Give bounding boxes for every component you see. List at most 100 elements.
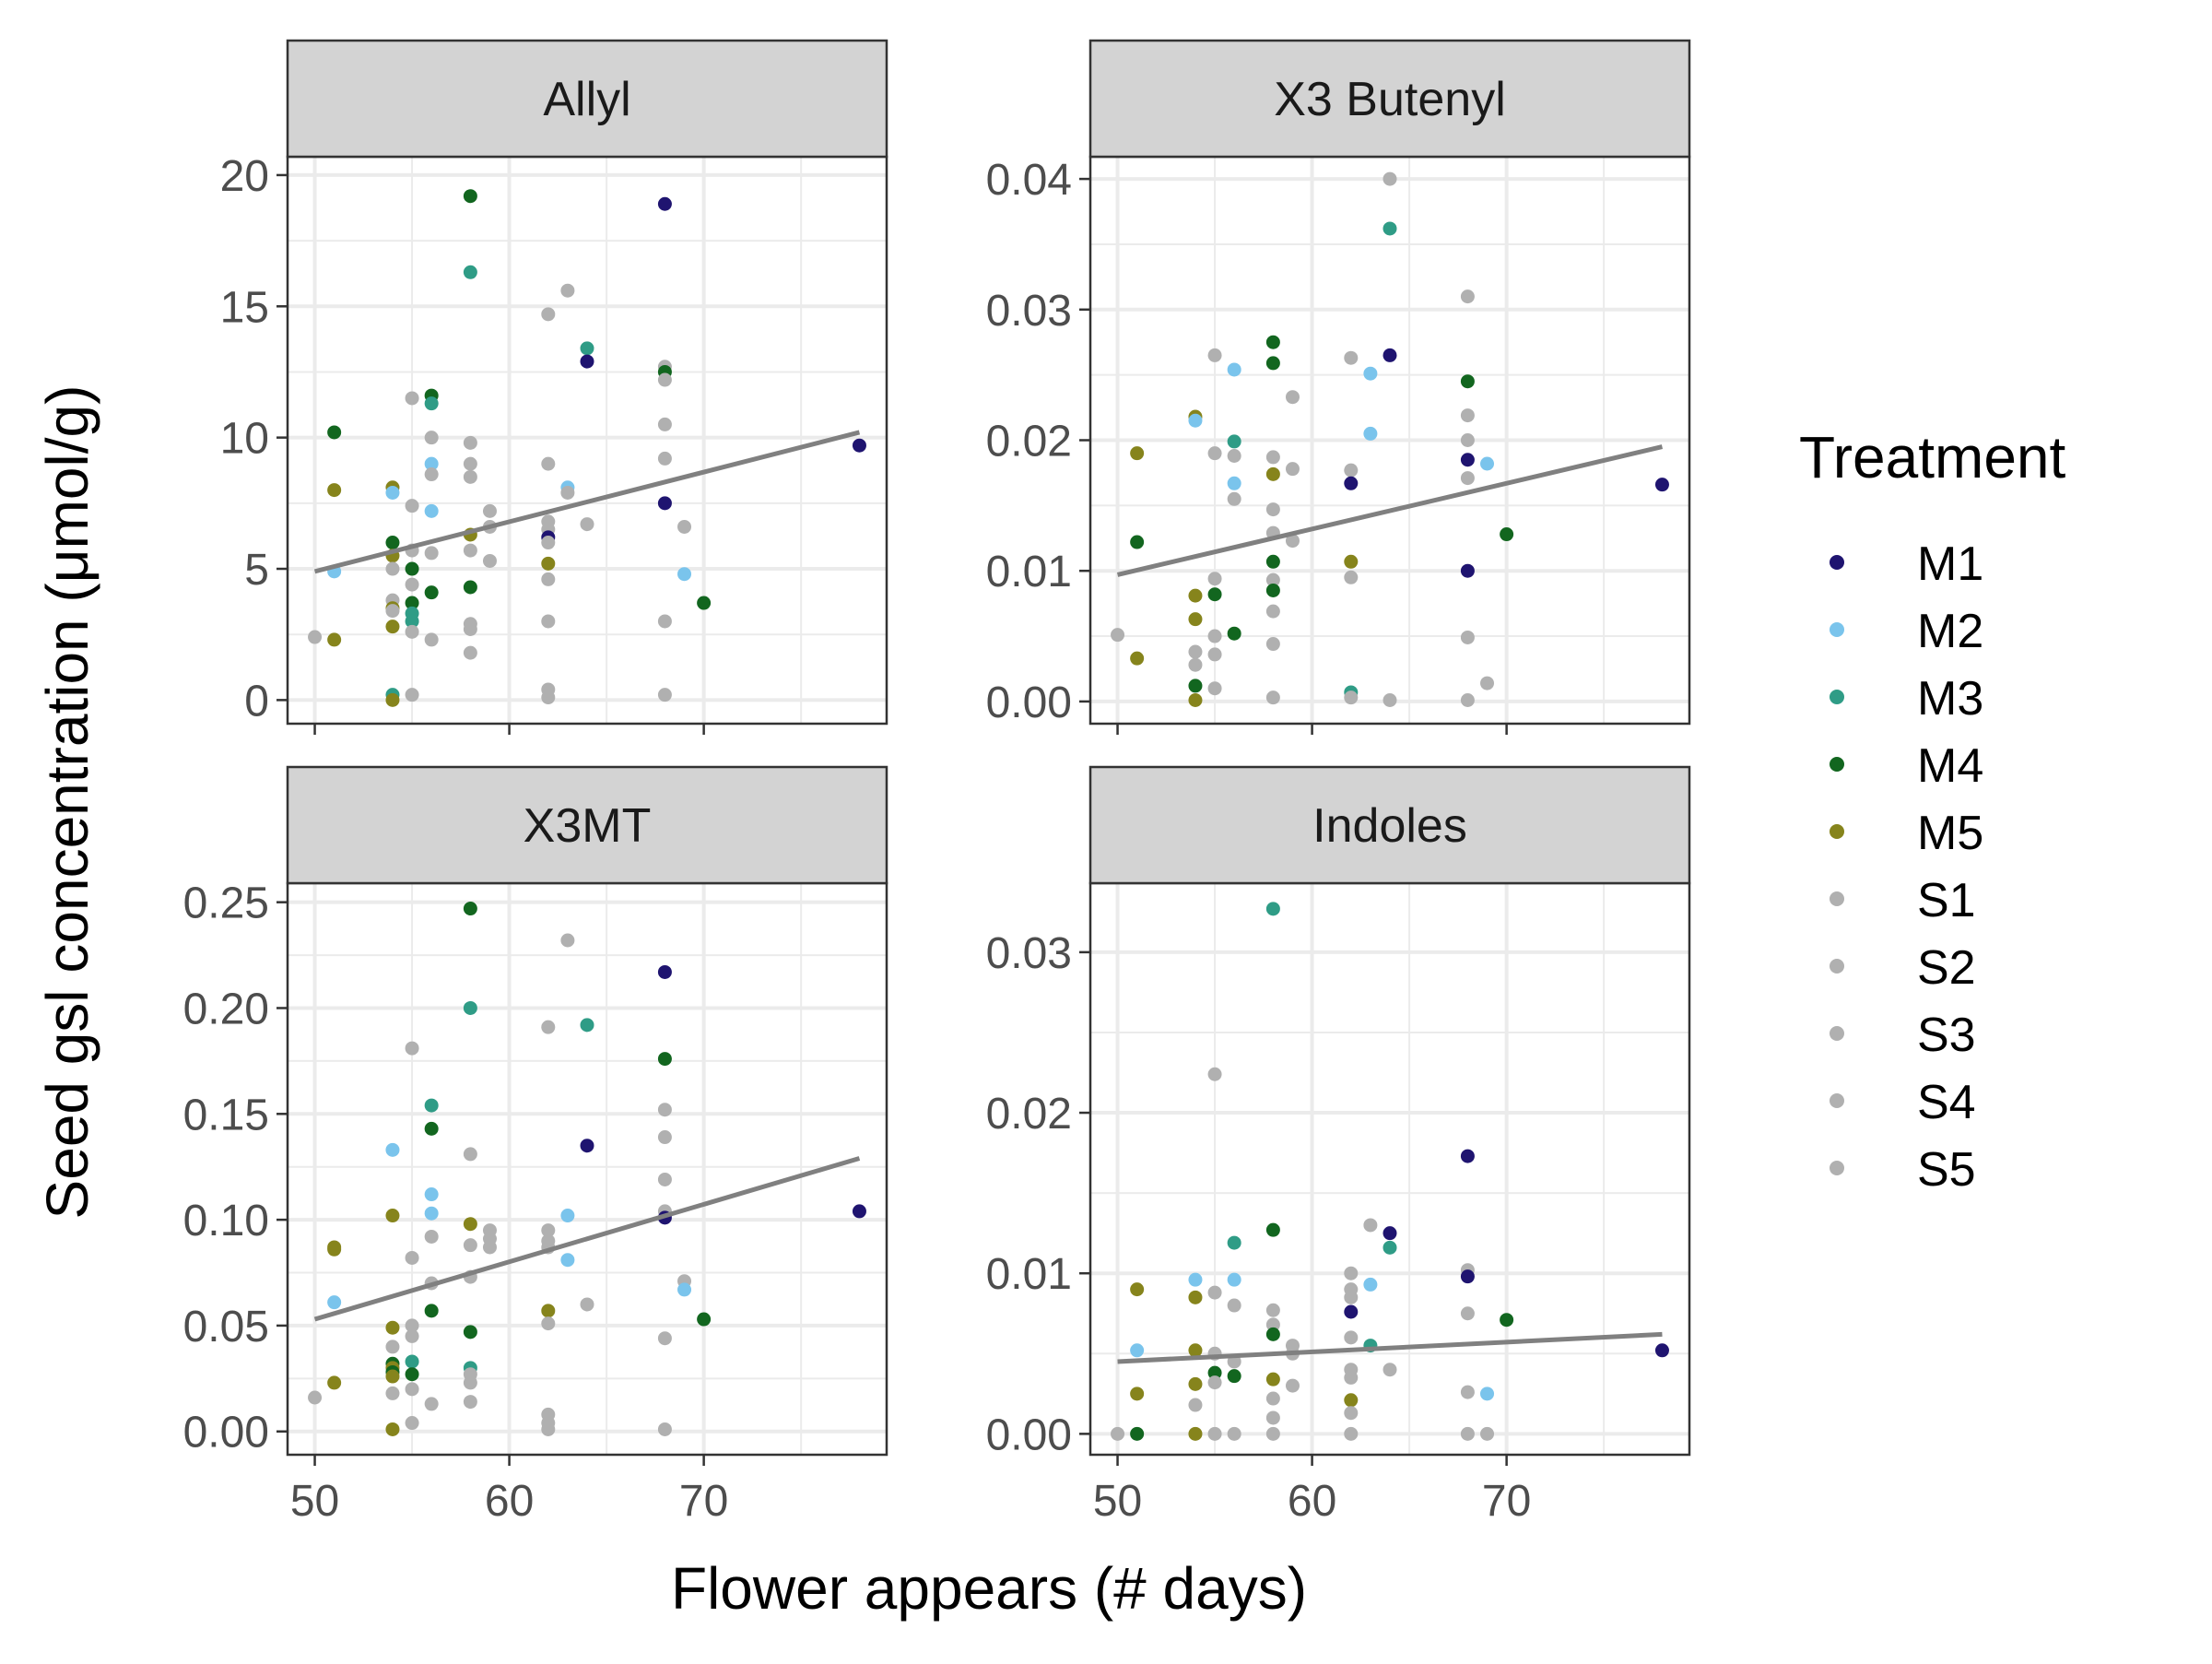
data-point-m1 <box>1460 563 1475 578</box>
data-point-m5 <box>463 1217 477 1232</box>
data-point-s5 <box>541 1316 556 1331</box>
y-tick-label: 0.00 <box>986 679 1072 727</box>
data-point-m1 <box>1460 453 1475 467</box>
data-point-s4 <box>1344 1330 1359 1345</box>
data-point-s1 <box>308 630 323 644</box>
data-point-s1 <box>1227 1298 1241 1313</box>
data-point-m1 <box>657 196 672 211</box>
data-point-m4 <box>1500 527 1514 542</box>
data-point-m2 <box>1480 456 1495 471</box>
data-point-s2 <box>405 688 419 702</box>
x-tick-label: 50 <box>290 1477 339 1526</box>
data-point-m4 <box>424 1121 439 1136</box>
data-point-m5 <box>1188 1376 1203 1391</box>
data-point-m2 <box>1480 1387 1495 1401</box>
y-tick-label: 0.03 <box>986 929 1072 978</box>
data-point-s1 <box>1227 449 1241 464</box>
data-point-m1 <box>1654 1343 1669 1358</box>
data-point-m5 <box>327 483 342 498</box>
data-point-m2 <box>385 485 400 500</box>
data-point-s2 <box>1344 1406 1359 1421</box>
data-point-s1 <box>1111 1426 1125 1441</box>
data-point-m3 <box>580 341 594 356</box>
data-point-s2 <box>405 1250 419 1265</box>
data-point-s2 <box>463 645 477 660</box>
data-point-s1 <box>1363 1218 1378 1233</box>
data-point-m4 <box>1130 535 1145 549</box>
data-point-m5 <box>385 620 400 634</box>
y-tick-label: 10 <box>220 415 269 464</box>
data-point-m2 <box>1130 1343 1145 1358</box>
legend-key <box>1830 1093 1844 1108</box>
y-tick-label: 0.03 <box>986 287 1072 336</box>
data-point-s5 <box>1460 630 1475 644</box>
data-point-s5 <box>1265 604 1280 619</box>
data-point-m5 <box>327 632 342 647</box>
data-point-m4 <box>1460 374 1475 389</box>
data-point-s3 <box>1207 572 1222 586</box>
data-point-m4 <box>463 580 477 595</box>
data-point-s1 <box>385 1339 400 1354</box>
data-point-s2 <box>1382 692 1397 707</box>
data-point-s2 <box>1207 446 1222 461</box>
data-point-s3 <box>385 604 400 619</box>
data-point-m5 <box>1188 692 1203 707</box>
legend-key <box>1830 1161 1844 1175</box>
data-point-s1 <box>657 1422 672 1436</box>
data-point-s3 <box>463 469 477 484</box>
panel-indoles: Indoles 0.00 0.01 0.02 0.03 50 60 70 <box>986 765 1691 1526</box>
data-point-s5 <box>405 1382 419 1397</box>
panel-background <box>288 883 887 1455</box>
data-point-s2 <box>1460 1306 1475 1321</box>
data-point-s1 <box>463 1147 477 1162</box>
data-point-s2 <box>541 614 556 629</box>
data-point-s1 <box>1265 637 1280 652</box>
data-point-m4 <box>1265 554 1280 569</box>
legend-key <box>1830 555 1844 570</box>
data-point-s1 <box>541 1020 556 1034</box>
facet-strip-label: Indoles <box>1312 799 1467 853</box>
x-tick-label: 50 <box>1093 1477 1142 1526</box>
data-point-m3 <box>1227 1235 1241 1250</box>
data-point-m2 <box>560 1209 575 1223</box>
panel-x3-butenyl: X3 Butenyl 0.00 0.01 0.02 0.03 0.04 <box>986 39 1691 735</box>
data-point-s2 <box>1188 657 1203 672</box>
data-point-m2 <box>1363 366 1378 381</box>
data-point-m1 <box>657 496 672 511</box>
data-point-m5 <box>327 1375 342 1390</box>
data-point-s3 <box>482 1240 497 1255</box>
facet-strip <box>1088 39 1691 159</box>
data-point-m5 <box>1265 1372 1280 1387</box>
data-point-s3 <box>1344 570 1359 584</box>
data-point-s4 <box>1207 1375 1222 1390</box>
data-point-s1 <box>657 1103 672 1117</box>
data-point-m1 <box>852 1204 866 1219</box>
data-point-m3 <box>1382 221 1397 236</box>
data-point-s1 <box>463 622 477 636</box>
data-point-m3 <box>1382 1240 1397 1255</box>
data-point-s2 <box>560 485 575 500</box>
y-tick-label: 0.10 <box>183 1197 269 1245</box>
data-point-s2 <box>677 519 692 534</box>
data-point-s2 <box>1227 491 1241 506</box>
y-tick-label: 0.25 <box>183 879 269 928</box>
facet-strip <box>286 39 888 159</box>
data-point-m4 <box>405 1367 419 1382</box>
data-point-s3 <box>541 1422 556 1436</box>
data-point-s1 <box>1285 390 1300 405</box>
data-point-s1 <box>1207 348 1222 362</box>
facet-strip-label: X3 Butenyl <box>1274 73 1506 126</box>
data-point-m1 <box>580 1139 594 1153</box>
data-point-s2 <box>463 456 477 471</box>
legend-item-m3: M3 <box>1830 672 1983 726</box>
panel-background <box>288 157 887 724</box>
data-point-s1 <box>1344 350 1359 365</box>
data-point-s1 <box>1265 1303 1280 1317</box>
data-point-m3 <box>405 614 419 629</box>
data-point-s1 <box>463 435 477 450</box>
legend-label: M3 <box>1917 672 1983 726</box>
data-point-s2 <box>657 372 672 387</box>
data-point-m1 <box>1344 1304 1359 1319</box>
data-point-m3 <box>424 396 439 411</box>
y-tick-label: 0.02 <box>986 1090 1072 1139</box>
